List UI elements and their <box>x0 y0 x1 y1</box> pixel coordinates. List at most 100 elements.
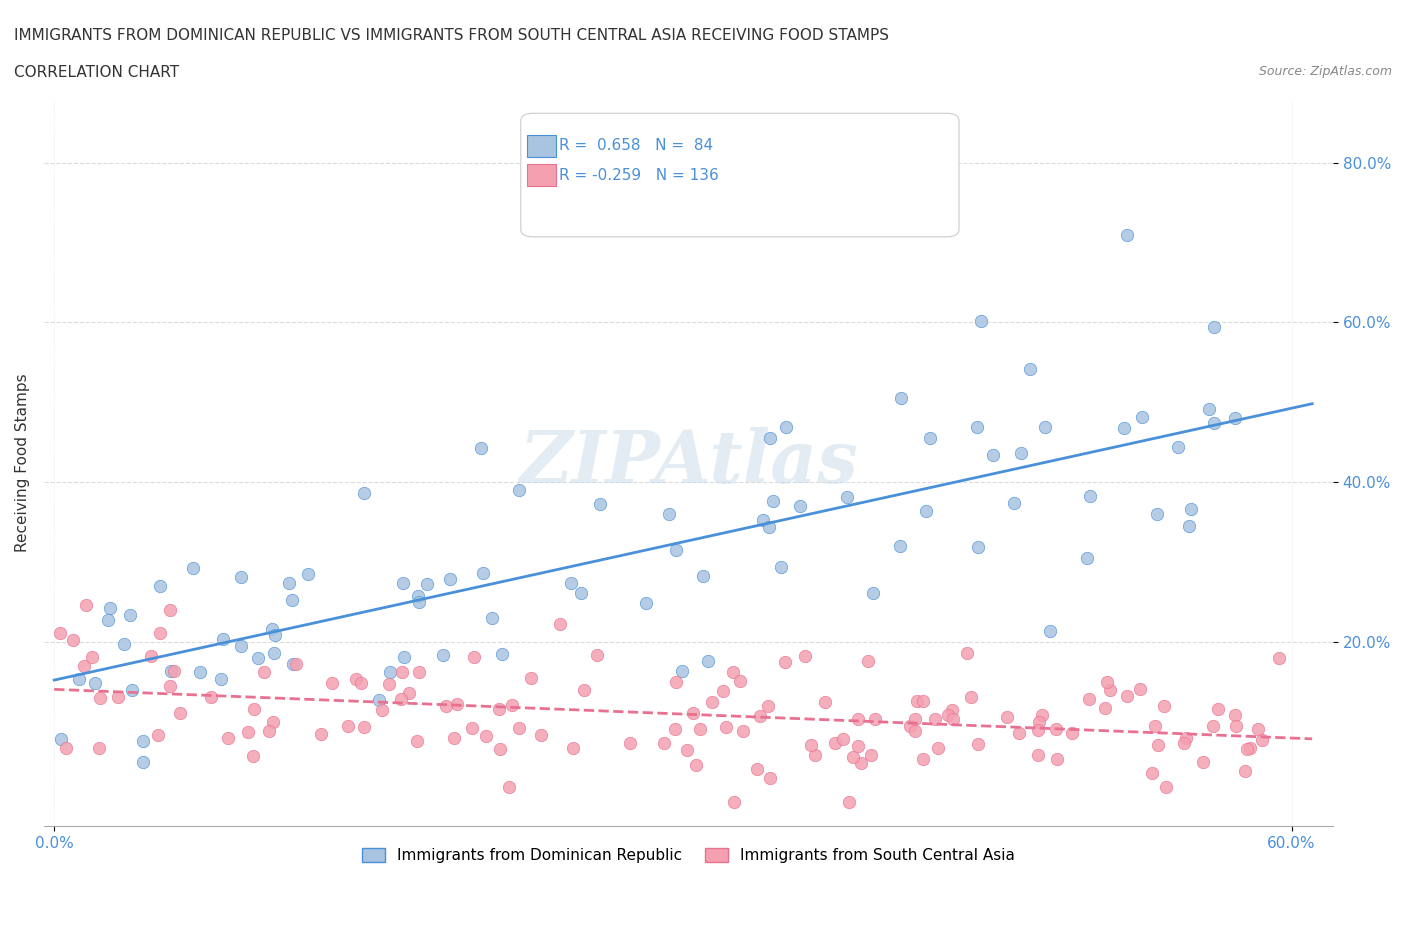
Point <box>481 610 503 625</box>
Point <box>748 709 770 724</box>
Point <box>1225 719 1247 734</box>
FancyBboxPatch shape <box>527 165 555 186</box>
Point <box>665 543 688 558</box>
Y-axis label: Receiving Food Stamps: Receiving Food Stamps <box>15 373 30 551</box>
Point <box>927 740 949 755</box>
Point <box>1204 320 1226 335</box>
Point <box>132 734 155 749</box>
Point <box>257 724 280 738</box>
Point <box>80 650 103 665</box>
Point <box>692 568 714 583</box>
Point <box>835 489 858 504</box>
Text: CORRELATION CHART: CORRELATION CHART <box>14 65 179 80</box>
Point <box>849 756 872 771</box>
Point <box>378 677 401 692</box>
Point <box>1026 723 1049 737</box>
Point <box>967 539 990 554</box>
Point <box>846 711 869 726</box>
Point <box>924 711 946 726</box>
Text: IMMIGRANTS FROM DOMINICAN REPUBLIC VS IMMIGRANTS FROM SOUTH CENTRAL ASIA RECEIVI: IMMIGRANTS FROM DOMINICAN REPUBLIC VS IM… <box>14 28 889 43</box>
Point <box>1173 736 1195 751</box>
Point <box>728 673 751 688</box>
Point <box>406 589 429 604</box>
Point <box>367 693 389 708</box>
Point <box>489 741 512 756</box>
Point <box>149 626 172 641</box>
Point <box>49 625 72 640</box>
Point <box>336 719 359 734</box>
Point <box>682 706 704 721</box>
Point <box>970 313 993 328</box>
Point <box>519 671 541 685</box>
Point <box>229 569 252 584</box>
Point <box>49 732 72 747</box>
Point <box>995 710 1018 724</box>
Point <box>67 671 90 686</box>
Point <box>1116 688 1139 703</box>
Point <box>181 561 204 576</box>
Point <box>890 391 912 405</box>
Point <box>121 683 143 698</box>
Point <box>752 512 775 527</box>
Point <box>1192 754 1215 769</box>
Point <box>1115 227 1137 242</box>
Point <box>1076 551 1098 565</box>
Point <box>1201 718 1223 733</box>
Point <box>814 694 837 709</box>
Point <box>281 656 304 671</box>
Point <box>769 560 792 575</box>
Point <box>1239 741 1261 756</box>
Point <box>508 721 530 736</box>
Point <box>1060 726 1083 741</box>
Point <box>860 747 883 762</box>
Point <box>200 690 222 705</box>
Point <box>1045 722 1067 737</box>
Point <box>569 586 592 601</box>
Point <box>1129 682 1152 697</box>
Point <box>1178 519 1201 534</box>
Point <box>1045 751 1067 766</box>
Point <box>73 658 96 673</box>
Point <box>1031 708 1053 723</box>
Point <box>1114 420 1136 435</box>
Point <box>75 598 97 613</box>
Point <box>918 431 941 445</box>
Point <box>1154 779 1177 794</box>
Point <box>941 702 963 717</box>
Point <box>391 576 413 591</box>
Point <box>1180 501 1202 516</box>
Point <box>714 719 737 734</box>
Point <box>475 729 498 744</box>
FancyBboxPatch shape <box>520 113 959 237</box>
Point <box>446 697 468 711</box>
Point <box>380 664 402 679</box>
Point <box>264 628 287 643</box>
Point <box>159 603 181 618</box>
Point <box>149 578 172 593</box>
Text: Source: ZipAtlas.com: Source: ZipAtlas.com <box>1258 65 1392 78</box>
Point <box>89 691 111 706</box>
Point <box>1202 416 1225 431</box>
Point <box>589 497 612 512</box>
Point <box>572 683 595 698</box>
Point <box>723 794 745 809</box>
Point <box>217 730 239 745</box>
Point <box>759 431 782 445</box>
Point <box>560 575 582 590</box>
Point <box>350 676 373 691</box>
Point <box>243 701 266 716</box>
Point <box>562 740 585 755</box>
Point <box>159 678 181 693</box>
Point <box>97 612 120 627</box>
Point <box>463 650 485 665</box>
Point <box>98 601 121 616</box>
Point <box>120 608 142 623</box>
Point <box>721 665 744 680</box>
Point <box>936 708 959 723</box>
Point <box>1175 731 1198 746</box>
Text: R =  0.658   N =  84: R = 0.658 N = 84 <box>560 139 714 153</box>
Point <box>824 735 846 750</box>
Point <box>1234 764 1257 778</box>
Point <box>491 647 513 662</box>
Point <box>548 617 571 631</box>
